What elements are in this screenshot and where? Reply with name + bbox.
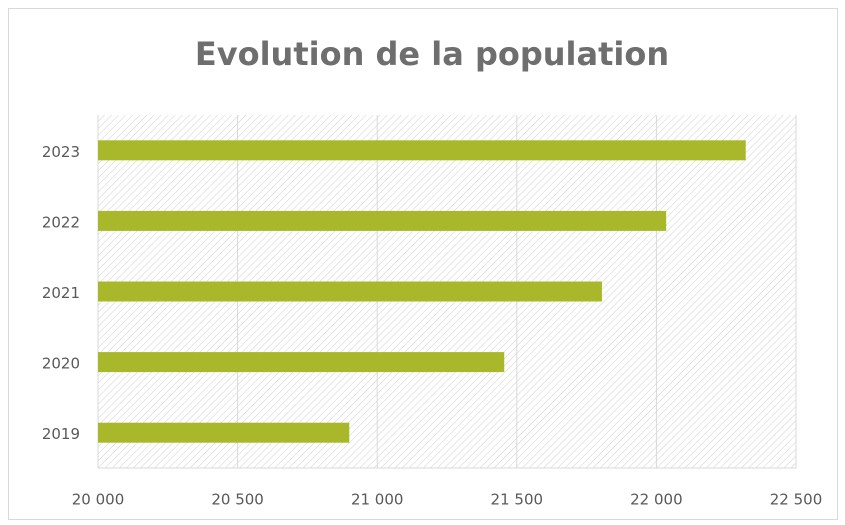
bar xyxy=(98,281,602,302)
y-tick-label: 2023 xyxy=(42,143,80,161)
x-tick-label: 21 500 xyxy=(491,491,544,509)
bar xyxy=(98,210,667,231)
x-tick-label: 21 000 xyxy=(351,491,404,509)
chart-title: Evolution de la population xyxy=(195,35,669,73)
y-tick-label: 2022 xyxy=(42,213,80,231)
y-tick-label: 2019 xyxy=(42,425,80,443)
y-tick-label: 2020 xyxy=(42,355,80,373)
y-tick-label: 2021 xyxy=(42,284,80,302)
bar xyxy=(98,140,746,161)
x-tick-label: 20 000 xyxy=(72,491,125,509)
bar xyxy=(98,352,505,373)
x-tick-label: 22 500 xyxy=(770,491,823,509)
x-tick-label: 22 000 xyxy=(630,491,683,509)
bar xyxy=(98,422,350,443)
x-tick-label: 20 500 xyxy=(211,491,264,509)
